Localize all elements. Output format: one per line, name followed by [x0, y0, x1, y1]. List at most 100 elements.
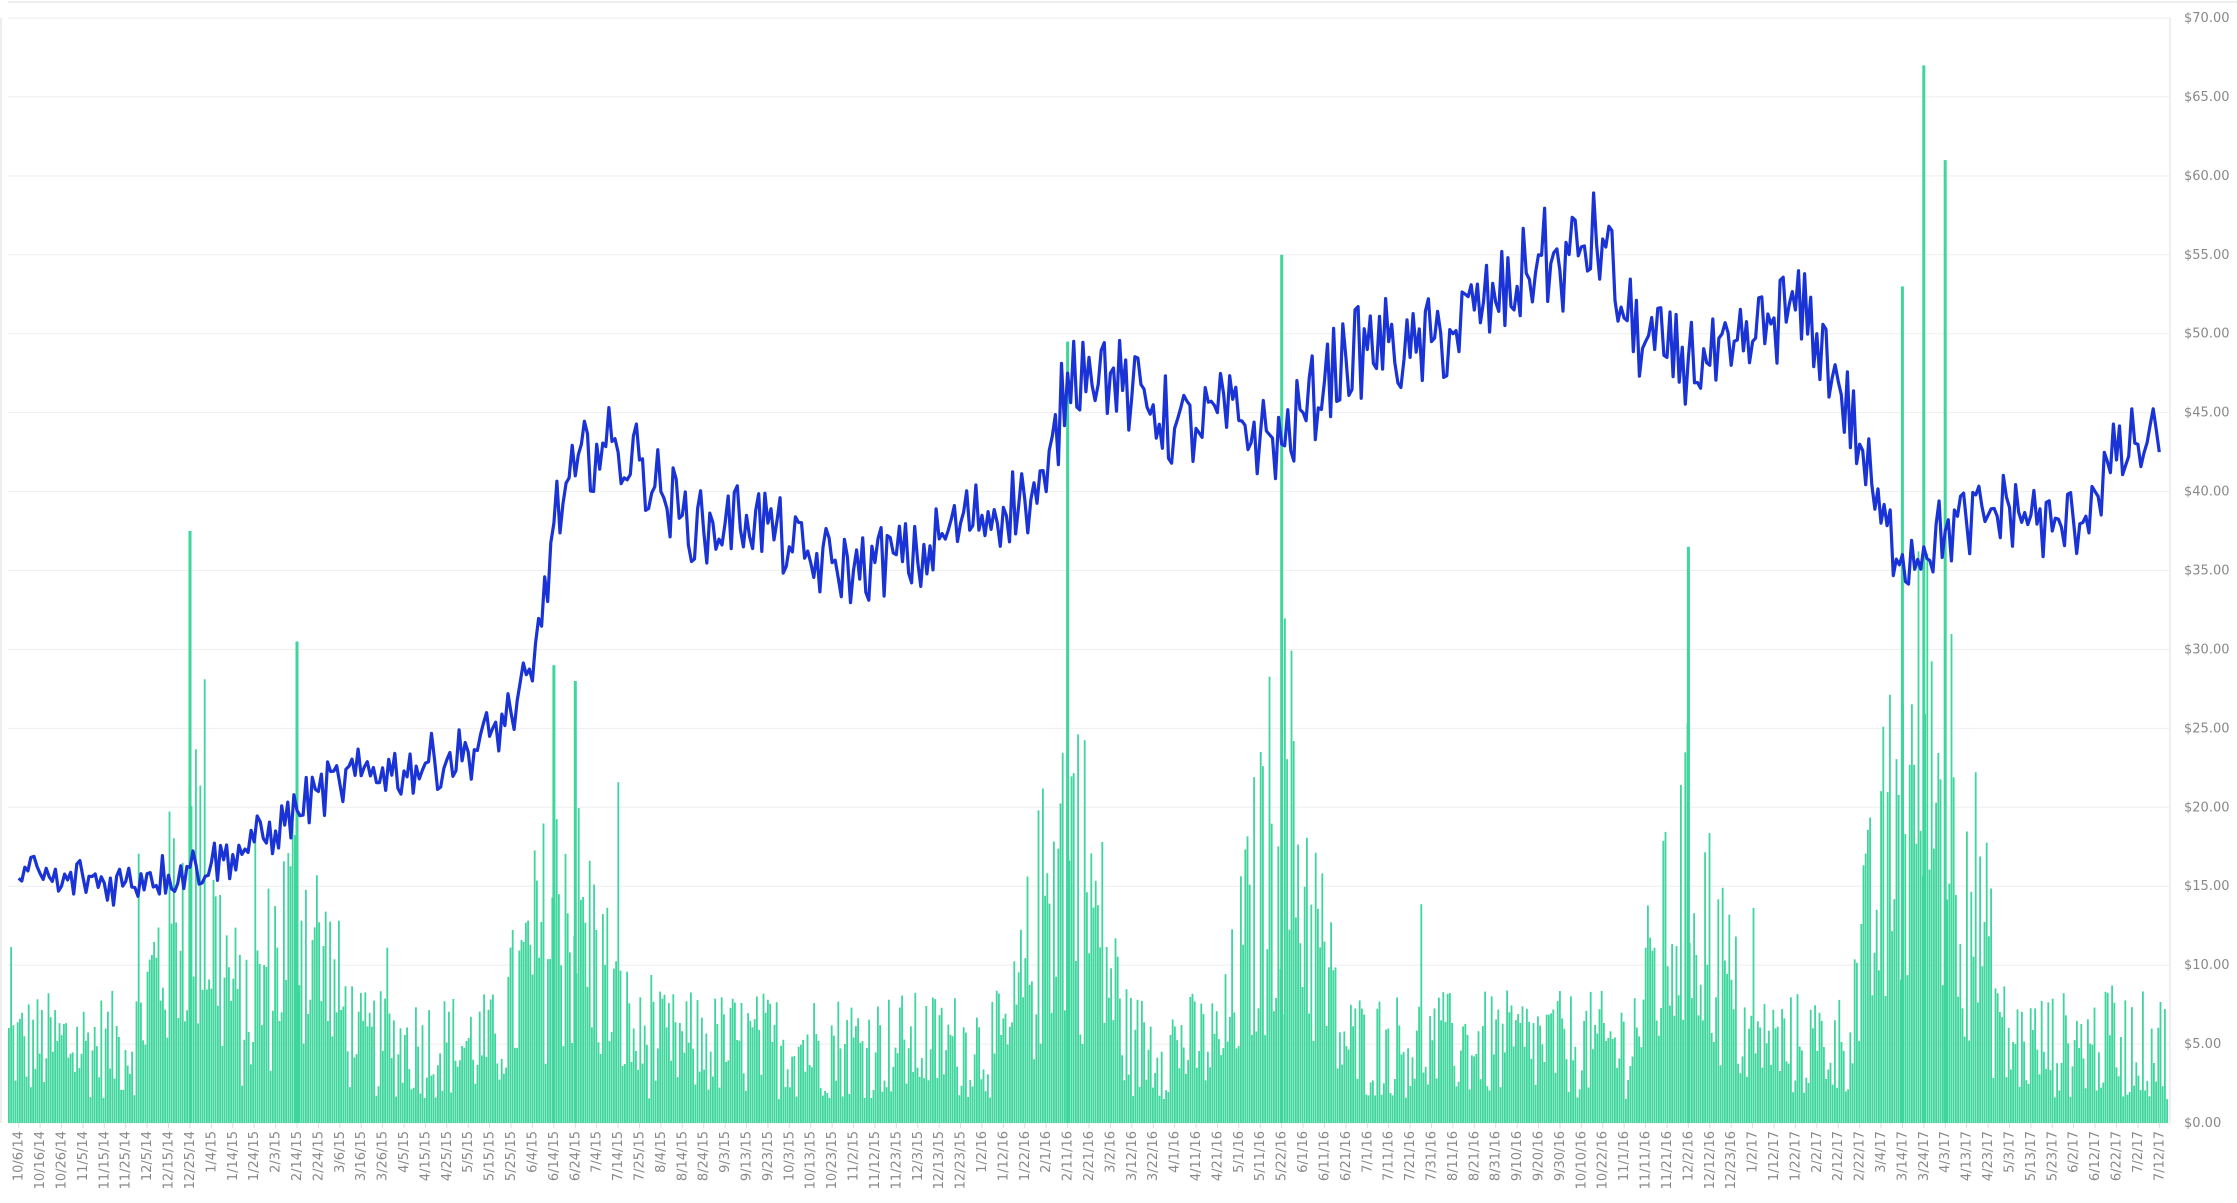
volume-bar	[2104, 991, 2107, 1123]
volume-bar	[1185, 1073, 1187, 1123]
volume-bar	[14, 1080, 17, 1123]
volume-bar	[1664, 831, 1667, 1123]
x-tick-label: 9/23/15	[761, 1131, 776, 1181]
x-tick-label: 9/3/15	[718, 1131, 733, 1173]
volume-bar	[1741, 1056, 1744, 1123]
volume-bar	[1534, 1084, 1537, 1123]
volume-bar	[1937, 753, 1940, 1123]
volume-bar	[52, 1051, 54, 1123]
volume-bar	[100, 1000, 103, 1123]
volume-bar	[21, 1012, 23, 1123]
volume-bar	[982, 1069, 985, 1123]
volume-bar	[1748, 1028, 1750, 1123]
volume-bar	[1246, 836, 1249, 1123]
volume-bar	[837, 1001, 840, 1123]
volume-bars	[8, 65, 2168, 1124]
volume-bar	[1160, 1051, 1163, 1123]
volume-bar	[401, 1082, 404, 1123]
volume-bar	[1541, 1044, 1544, 1123]
volume-bar	[973, 1054, 976, 1123]
volume-bar	[1028, 984, 1031, 1123]
volume-bar	[2106, 992, 2109, 1123]
volume-bar	[980, 1079, 983, 1123]
volume-bar	[1361, 1008, 1363, 1123]
volume-bar	[610, 1032, 613, 1123]
volume-bar	[1202, 1014, 1205, 1123]
volume-bar	[1948, 883, 1951, 1123]
volume-bar	[1882, 726, 1885, 1123]
volume-bar	[1334, 967, 1337, 1123]
x-tick-label: 5/5/15	[461, 1131, 476, 1173]
volume-bar	[984, 1091, 987, 1123]
volume-bar	[503, 1073, 505, 1123]
x-tick-label: 9/10/16	[1510, 1131, 1525, 1181]
volume-bar	[566, 913, 569, 1123]
y-tick-label: $70.00	[2184, 11, 2230, 26]
volume-bar	[1339, 1032, 1341, 1123]
volume-bar	[386, 947, 389, 1123]
volume-bar	[2071, 1066, 2074, 1123]
volume-bar	[577, 808, 580, 1123]
volume-bar	[1875, 909, 1878, 1123]
volume-spike-bar	[552, 665, 556, 1123]
volume-bar	[2157, 1027, 2160, 1123]
volume-bar	[1198, 1051, 1200, 1123]
volume-bar	[760, 1074, 763, 1123]
volume-bar	[1154, 1073, 1156, 1123]
volume-bar	[1490, 996, 1493, 1123]
volume-bar	[41, 1010, 43, 1123]
volume-bar	[617, 782, 620, 1123]
volume-bar	[852, 1037, 855, 1123]
volume-bar	[1574, 1046, 1577, 1123]
volume-bar	[1979, 856, 1981, 1123]
volume-bar	[987, 1074, 989, 1123]
volume-bar	[313, 927, 316, 1123]
x-tick-label: 4/5/15	[397, 1131, 412, 1173]
volume-bar	[148, 959, 151, 1123]
volume-bar	[1611, 1039, 1614, 1123]
volume-bar	[1750, 1015, 1753, 1123]
volume-bar	[1693, 913, 1695, 1123]
volume-bar	[1988, 936, 1990, 1123]
volume-bar	[1099, 947, 1101, 1123]
volume-bar	[1867, 829, 1869, 1123]
volume-bar	[1446, 993, 1449, 1123]
volume-bar	[459, 1060, 461, 1123]
volume-bar	[1785, 1061, 1788, 1123]
volume-bar	[470, 1016, 472, 1123]
volume-bar	[368, 1012, 371, 1123]
volume-bar	[1330, 922, 1332, 1123]
volume-bar	[320, 1001, 323, 1123]
volume-bar	[1013, 961, 1016, 1123]
volume-bar	[778, 1099, 780, 1123]
volume-bar	[1655, 1020, 1658, 1123]
volume-bar	[1077, 734, 1079, 1123]
volume-bar	[1752, 908, 1755, 1123]
volume-bar	[43, 1082, 45, 1123]
volume-bar	[234, 927, 237, 1123]
x-tick-label: 7/12/17	[2152, 1131, 2167, 1181]
volume-bar	[1974, 772, 1977, 1123]
volume-bar	[940, 1007, 943, 1123]
volume-bar	[133, 1095, 136, 1123]
volume-bar	[1904, 834, 1907, 1123]
volume-bar	[899, 1007, 901, 1123]
volume-bar	[181, 862, 184, 1123]
x-tick-label: 12/23/15	[954, 1131, 969, 1189]
volume-bar	[2043, 1051, 2045, 1123]
volume-bar	[1728, 914, 1731, 1123]
volume-bar	[2073, 1040, 2076, 1123]
volume-bar	[1499, 1087, 1502, 1123]
volume-bar	[903, 1039, 906, 1123]
volume-bar	[738, 1040, 741, 1123]
volume-bar	[1862, 865, 1865, 1123]
volume-bar	[1149, 1026, 1152, 1123]
volume-bar	[1125, 989, 1128, 1123]
volume-bar	[1385, 1029, 1387, 1123]
volume-bar	[30, 1087, 32, 1123]
volume-bar	[1669, 1005, 1671, 1123]
volume-bar	[1677, 995, 1680, 1123]
volume-bar	[505, 1067, 507, 1123]
volume-bar	[2003, 986, 2006, 1123]
volume-bar	[192, 976, 195, 1123]
